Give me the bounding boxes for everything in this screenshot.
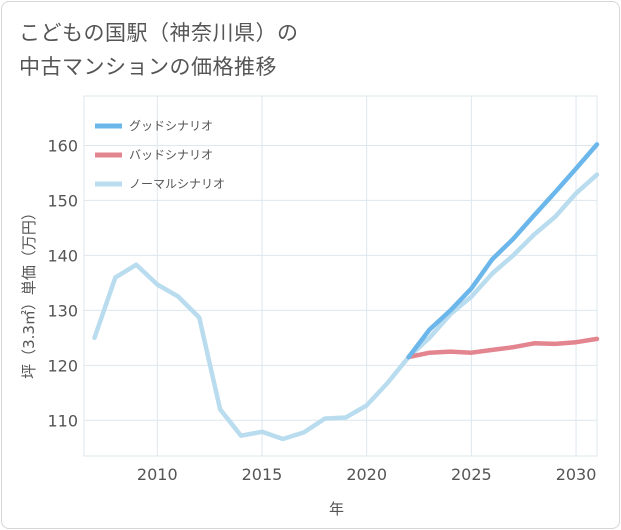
- legend-label-0: グッドシナリオ: [129, 119, 213, 133]
- series-line-0: [406, 142, 600, 360]
- chart-title: こどもの国駅（神奈川県）の 中古マンションの価格推移: [19, 21, 299, 79]
- x-tick-label: 2030: [556, 465, 597, 484]
- legend-label-2: ノーマルシナリオ: [129, 177, 225, 191]
- y-tick-label: 140: [47, 246, 78, 265]
- y-tick-label: 160: [47, 136, 78, 155]
- series: [92, 142, 600, 442]
- x-tick-label: 2010: [137, 465, 178, 484]
- series-line-1: [406, 336, 600, 360]
- plot-border: [83, 95, 598, 457]
- x-axis-title: 年: [329, 500, 344, 518]
- x-tick-label: 2025: [451, 465, 492, 484]
- y-tick-label: 120: [47, 356, 78, 375]
- legend-label-1: バッドシナリオ: [129, 148, 213, 162]
- y-tick-label: 150: [47, 191, 78, 210]
- x-tick-label: 2015: [242, 465, 283, 484]
- axes: 2010 2015 2020 2025 2030 110 120 130 140 150 160 年 坪…: [20, 136, 596, 518]
- series-line-2: [92, 172, 600, 442]
- y-axis-title: 坪（3.3㎡）単価（万円）: [20, 205, 38, 379]
- x-tick-label: 2020: [346, 465, 387, 484]
- grid: [83, 95, 598, 457]
- y-tick-label: 130: [47, 301, 78, 320]
- y-tick-label: 110: [47, 411, 78, 430]
